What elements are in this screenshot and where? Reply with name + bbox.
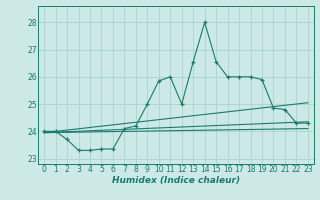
X-axis label: Humidex (Indice chaleur): Humidex (Indice chaleur) [112, 176, 240, 185]
